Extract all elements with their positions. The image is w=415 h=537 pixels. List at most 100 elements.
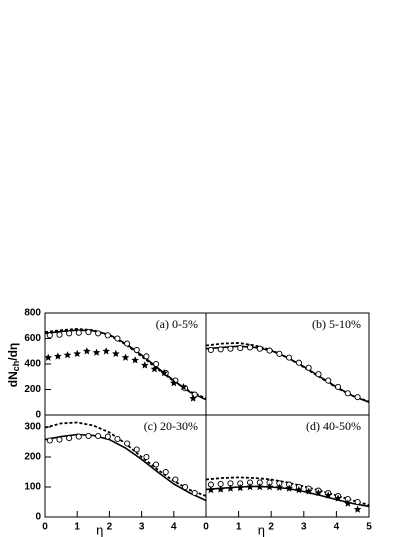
star-point [285,484,293,492]
y-label-rest: /dη [6,343,20,361]
star-point [160,368,168,377]
star-point [314,489,323,497]
x-tick-label: 5 [366,522,372,533]
star-point [255,483,264,491]
circle-point [75,329,82,336]
y-tick-label: 0 [35,512,41,523]
y-tick-label: 400 [24,359,41,370]
y-tick-label: 800 [24,308,41,319]
circle-point [143,353,150,360]
circle-point [85,432,92,440]
star-point [83,347,91,355]
curve [206,342,369,403]
circle-point [143,453,150,461]
star-point [344,499,352,507]
curve [206,345,369,403]
circle-point [266,347,273,354]
star-point [324,491,333,499]
y-tick-label: 600 [24,333,41,344]
circle-point [124,340,131,347]
x-tick-label: 2 [268,522,274,533]
star-point [141,361,149,369]
x-tick-label: 4 [171,522,177,533]
circle-point [104,332,111,339]
panel [206,342,369,403]
star-point [170,379,178,387]
circle-point [334,383,342,391]
circle-point [227,345,234,352]
circle-point [207,346,214,354]
y-tick-label: 300 [24,422,41,433]
circle-point [344,390,351,397]
star-point [121,353,130,361]
circle-point [305,364,312,371]
star-point [54,352,62,360]
circle-point [191,489,198,497]
x-axis-label: η [258,522,265,537]
circle-point [114,335,121,342]
star-point [179,382,188,391]
panel [206,476,369,513]
curve [45,433,206,502]
y-tick-label: 0 [35,410,41,421]
x-tick-label: 0 [42,522,48,533]
curve [45,328,206,400]
panel-label: (d) 40-50% [306,419,361,433]
star-point [334,494,342,502]
star-point [246,483,254,491]
circle-point [124,440,131,447]
circle-point [276,350,283,357]
circle-point [325,377,332,384]
circle-point [56,331,63,338]
y-tick-label: 200 [24,452,41,463]
circle-point [104,433,111,440]
y-tick-label: 200 [24,384,41,395]
star-point [73,349,81,358]
panel-label: (c) 20-30% [144,419,198,433]
circle-point [315,371,322,378]
panel-label: (b) 5-10% [312,317,361,331]
circle-point [85,329,92,336]
frame [205,414,370,518]
star-point [45,353,53,361]
x-axis-label: η [96,522,103,537]
panel [45,328,206,402]
star-point [150,365,159,373]
circle-point [46,437,53,444]
circle-point [246,344,254,351]
star-point [63,351,72,359]
star-point [207,486,215,494]
curve [45,421,206,497]
circle-point [133,346,140,354]
x-tick-label: 1 [236,522,242,533]
circle-point [46,332,53,339]
star-point [265,483,274,491]
x-tick-label: 3 [301,522,307,533]
circle-point [66,330,73,337]
star-point [275,483,284,491]
panel-label: (a) 0-5% [156,317,198,331]
circle-point [162,468,169,476]
circle-point [114,435,121,443]
star-point [304,487,313,495]
circle-point [354,394,361,401]
star-point [353,505,362,513]
x-tick-label: 3 [139,522,145,533]
circle-point [95,432,102,440]
x-tick-label: 0 [203,522,209,533]
star-point [295,486,303,494]
y-tick-label: 100 [24,482,41,493]
x-tick-label: 1 [74,522,80,533]
circle-point [153,461,160,468]
star-point [112,349,120,358]
circle-point [182,483,189,491]
star-point [236,483,245,492]
y-axis-label: dNch/dη [6,343,21,388]
circle-point [172,476,179,483]
y-label-sub: ch [11,361,21,372]
x-tick-label: 4 [334,522,340,533]
circle-point [153,360,160,368]
circle-point [75,433,82,440]
circle-point [354,498,361,506]
x-tick-label: 2 [107,522,113,533]
